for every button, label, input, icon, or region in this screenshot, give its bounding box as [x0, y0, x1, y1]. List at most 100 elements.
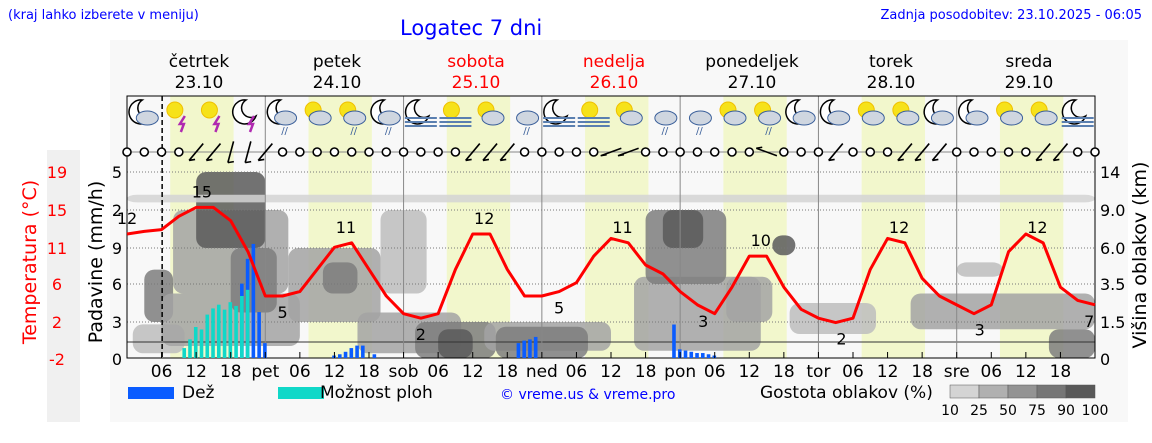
precipitation-axis-title: Padavine (mm/h)	[85, 180, 107, 344]
cloud-icon	[274, 110, 298, 126]
lightning-icon	[177, 115, 186, 133]
showers-bar	[228, 302, 233, 358]
cloud-height-tick: 0	[1100, 350, 1110, 369]
precipitation-tick: 5	[112, 163, 122, 182]
precipitation-tick: 3	[112, 313, 122, 332]
wind-calm-icon	[1072, 147, 1083, 157]
temperature-label: 3	[975, 321, 985, 340]
day-date: 25.10	[451, 73, 501, 93]
temperature-line	[126, 205, 1096, 325]
rain-bar	[672, 324, 676, 358]
moon-cloud-icon	[785, 99, 816, 126]
cloud-cell	[196, 172, 266, 248]
wind-calm-icon	[848, 147, 858, 157]
cloud-icon	[688, 110, 712, 126]
wind-calm-icon	[364, 147, 374, 157]
sun-fog-icon	[577, 101, 610, 127]
showers-bar	[234, 305, 238, 358]
wind-calm-icon	[1090, 147, 1100, 157]
wind-barb-icon	[227, 141, 235, 164]
cloud-cell	[789, 303, 877, 334]
cloud-density-swatch	[1065, 384, 1096, 399]
day-date: 24.10	[312, 73, 362, 93]
location-hint[interactable]: (kraj lahko izberete v meniju)	[8, 8, 199, 23]
temperature-label: 2	[836, 330, 846, 349]
wind-calm-icon	[346, 147, 357, 157]
cloud-density-swatch	[1007, 384, 1038, 399]
moon-cloud-rain-icon: //	[266, 99, 298, 137]
day-name: torek	[869, 52, 913, 72]
wind-calm-icon	[1021, 147, 1031, 157]
wind-calm-icon	[709, 147, 720, 157]
wind-calm-icon	[450, 147, 461, 157]
cloud-icon	[481, 110, 505, 126]
temperature-label: 12	[474, 209, 494, 228]
day-date: 27.10	[727, 73, 777, 93]
day-name: četrtek	[168, 52, 230, 72]
sun-cloud-icon	[857, 101, 885, 126]
moon-cloud-icon	[923, 99, 954, 126]
rain-bar	[372, 354, 377, 358]
cloud-height-axis-title: Višina oblakov (km)	[1129, 161, 1151, 349]
sun-icon	[581, 101, 599, 119]
moon-cloud-icon	[128, 99, 159, 126]
cloud-icon	[308, 110, 332, 126]
cloud-cell	[910, 293, 1095, 330]
wind-calm-icon	[692, 147, 703, 157]
sun-cloud-rain-icon: //	[339, 101, 367, 137]
x-tick-label: 12	[462, 362, 484, 382]
day-name: sreda	[1005, 52, 1053, 72]
precipitation-tick: 6	[112, 275, 122, 294]
x-tick-label: 18	[1050, 362, 1072, 382]
wind-calm-icon	[174, 147, 184, 157]
cloud-cell	[1048, 329, 1095, 358]
sun-icon	[200, 101, 218, 119]
wind-calm-icon	[571, 147, 582, 157]
wind-calm-icon	[295, 147, 305, 157]
x-tick-label: 18	[496, 362, 518, 382]
wind-barb-icon	[897, 143, 913, 162]
temperature-label: 5	[277, 303, 287, 322]
x-tick-label: tor	[806, 362, 830, 382]
rain-bar	[695, 353, 699, 358]
sun-cloud-rain-icon: //	[754, 101, 782, 137]
wind-barb-icon	[914, 143, 930, 162]
copyright-link[interactable]: © vreme.us & vreme.pro	[500, 387, 676, 403]
rain-bar	[706, 354, 711, 358]
temperature-label: 3	[698, 312, 708, 331]
wind-calm-icon	[277, 147, 288, 157]
cloud-height-tick: 6.0	[1100, 239, 1125, 258]
sun-storm-icon	[200, 101, 221, 133]
cloud-cell	[772, 235, 796, 256]
temperature-label: 12	[889, 218, 909, 237]
wind-calm-icon	[416, 147, 426, 157]
wind-calm-icon	[312, 147, 322, 157]
precipitation-tick: 0	[112, 350, 122, 369]
moon-fog-icon	[543, 99, 576, 127]
x-tick-label: 12	[1015, 362, 1037, 382]
rain-bar	[257, 312, 261, 358]
sun-icon	[166, 101, 184, 119]
rain-bar	[361, 345, 365, 358]
cloud-icon	[1000, 110, 1024, 126]
cloud-icon	[135, 110, 159, 126]
temperature-label: 12	[117, 209, 137, 228]
x-tick-label: 18	[358, 362, 380, 382]
x-tick-label: 06	[704, 362, 726, 382]
temperature-label: 7	[1084, 312, 1094, 331]
wind-calm-icon	[675, 147, 685, 157]
wind-calm-icon	[156, 147, 167, 157]
wind-barb-icon	[465, 143, 481, 162]
temperature-label: 2	[416, 325, 426, 344]
cloud-rain-icon: //	[516, 110, 540, 137]
cloud-density-tick: 100	[1082, 403, 1109, 419]
day-name: petek	[312, 52, 362, 72]
rain-drops-icon: //	[281, 126, 288, 137]
wind-calm-icon	[122, 147, 132, 157]
cloud-icon	[516, 110, 540, 126]
wind-calm-icon	[398, 147, 409, 157]
cloud-icon	[723, 110, 747, 126]
rain-drops-icon: //	[523, 126, 530, 137]
showers-bar	[216, 304, 221, 358]
